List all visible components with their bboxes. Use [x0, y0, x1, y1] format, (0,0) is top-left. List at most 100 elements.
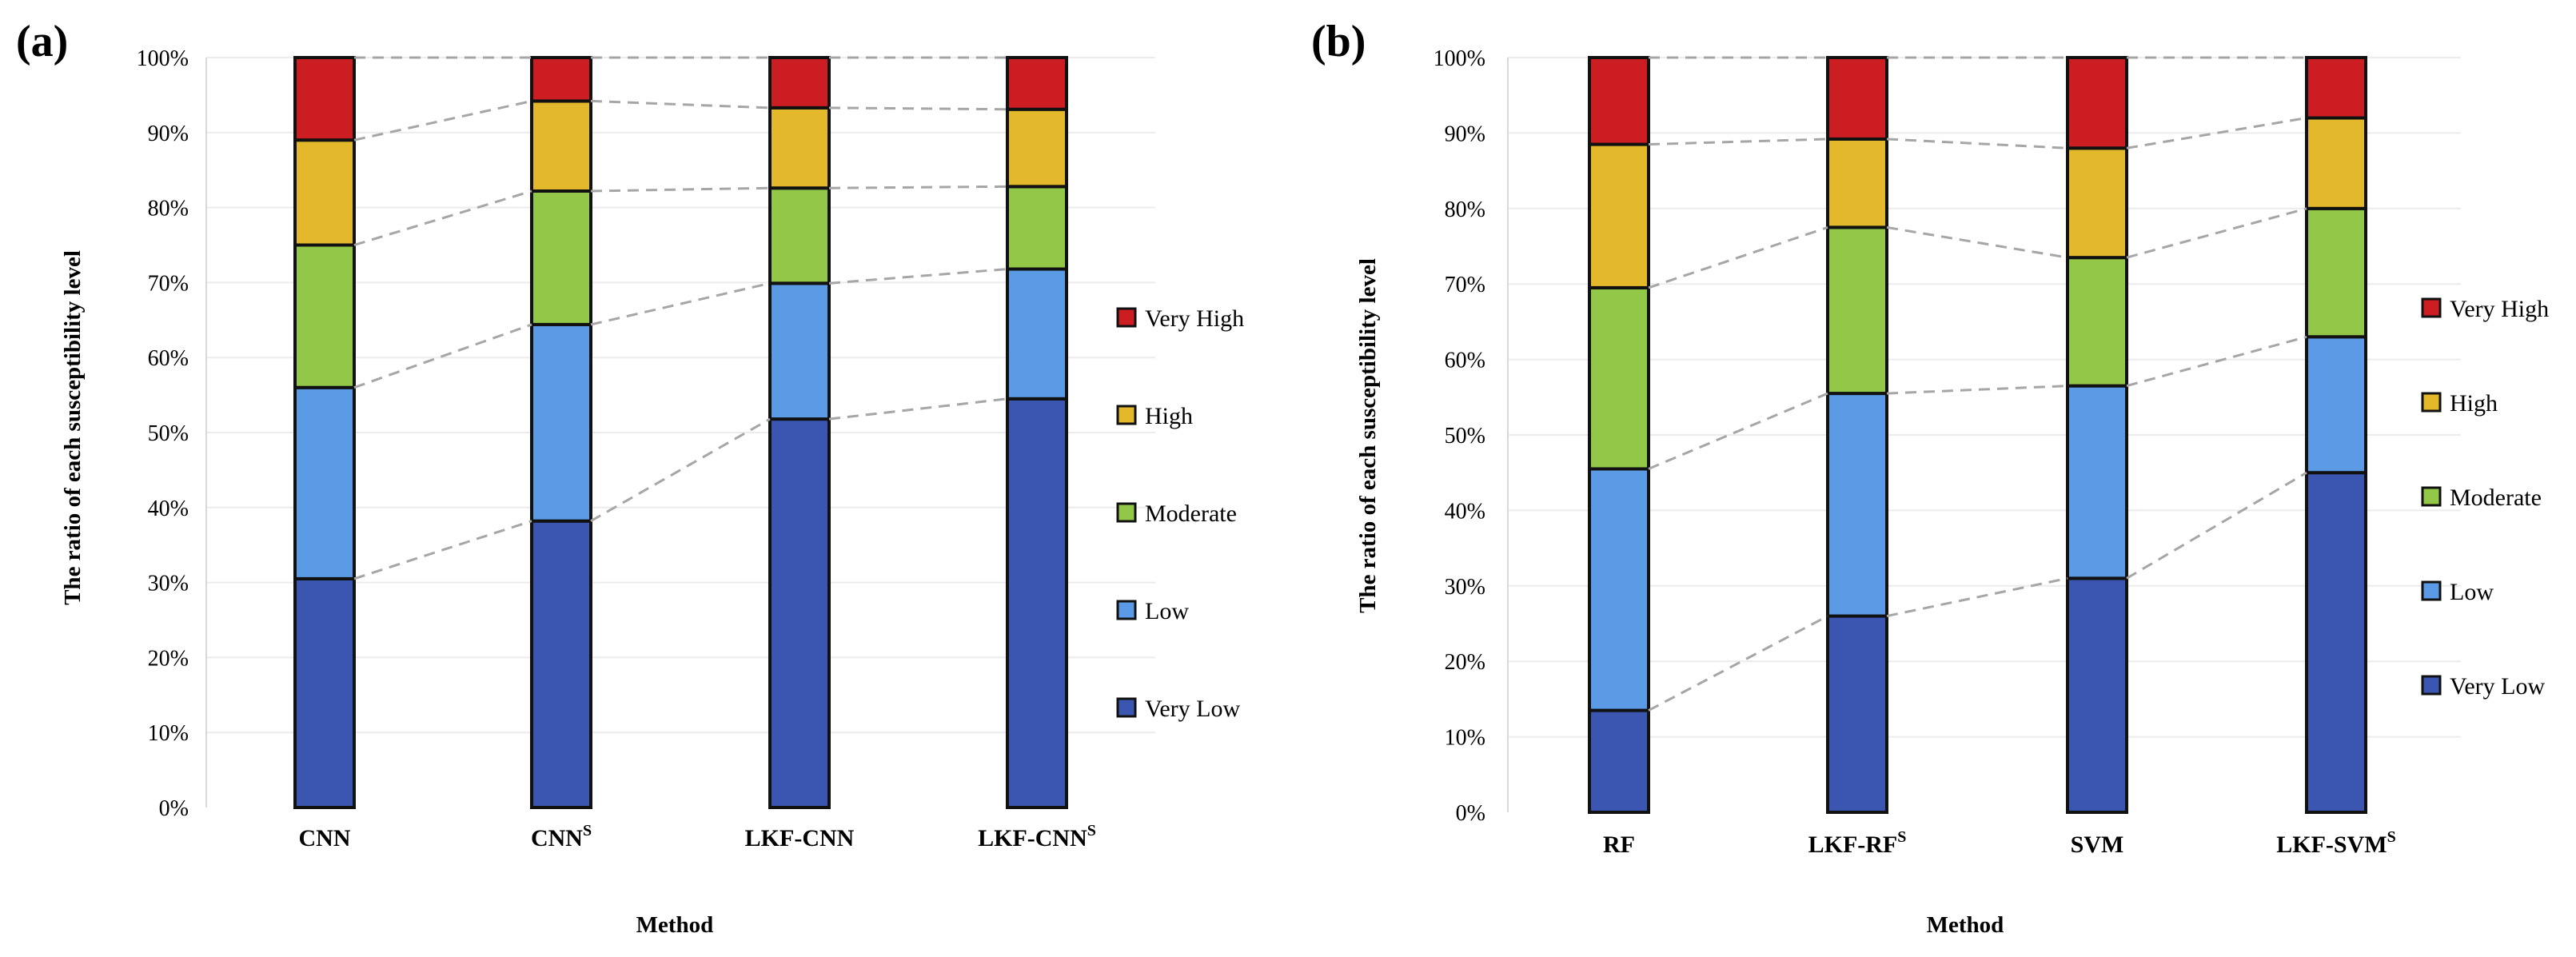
bar-segment-high [1588, 142, 1650, 289]
x-tick-label: LKF-CNN [745, 825, 855, 851]
bar-segment-very-low [768, 417, 831, 810]
legend-label-very-low: Very Low [2450, 673, 2545, 700]
connector-line [590, 281, 771, 326]
connector-line [1886, 225, 2068, 259]
bar-segment-moderate [1006, 185, 1068, 271]
legend-label-low: Low [1145, 598, 1189, 624]
x-tick-label: LKF-SVMS [2276, 828, 2395, 858]
y-tick-label: 40% [1445, 499, 1485, 524]
bar-segment-very-low [2305, 471, 2367, 814]
bar-segment-very-high [530, 56, 592, 103]
legend-label-moderate: Moderate [1145, 500, 1237, 527]
legend-label-high: High [1145, 403, 1193, 429]
x-tick-label: RF [1603, 831, 1635, 858]
y-tick-label: 100% [137, 46, 189, 71]
connector-line [1648, 392, 1828, 470]
connector-line [828, 185, 1008, 189]
bar-segment-high [1006, 107, 1068, 189]
bar-segment-very-low [293, 576, 356, 809]
y-tick-label: 30% [1445, 575, 1485, 600]
legend-label-moderate: Moderate [2450, 484, 2542, 511]
legend-swatch-very-low [2421, 675, 2442, 696]
bar-segment-very-high [1826, 56, 1888, 141]
bar-segment-very-high [768, 56, 831, 110]
bar-segment-moderate [530, 189, 592, 326]
connector-line [590, 99, 771, 110]
bar-segment-low [2305, 335, 2367, 475]
y-tick-label: 80% [1445, 197, 1485, 222]
connector-line [828, 106, 1008, 111]
connector-line [353, 189, 532, 246]
bar-segment-low [768, 281, 831, 421]
bar-segment-low [1826, 392, 1888, 618]
legend-swatch-high [2421, 392, 2442, 413]
legend-swatch-low [1116, 600, 1137, 620]
y-tick-label: 20% [1445, 650, 1485, 675]
connector-line [2126, 335, 2307, 388]
legend-swatch-moderate [2421, 486, 2442, 507]
legend-label-low: Low [2450, 579, 2494, 605]
x-tick-label: SVM [2071, 831, 2124, 858]
y-tick-label: 30% [148, 572, 189, 596]
y-tick-label: 70% [148, 271, 189, 296]
y-tick-label: 0% [1456, 801, 1485, 826]
y-tick-label: 50% [148, 421, 189, 446]
connector-line [1648, 225, 1828, 289]
y-axis-label-b: The ratio of each susceptibility level [1355, 258, 1381, 613]
y-tick-label: 0% [159, 796, 189, 821]
y-tick-label: 70% [1445, 273, 1485, 297]
connector-line [2126, 117, 2307, 150]
legend-label-very-high: Very High [2450, 296, 2549, 322]
bar-segment-moderate [2066, 256, 2128, 388]
connector-line [1886, 385, 2068, 395]
y-tick-label: 20% [148, 646, 189, 671]
legend-swatch-very-low [1116, 697, 1137, 718]
connector-line [590, 417, 771, 522]
y-tick-label: 40% [148, 496, 189, 521]
x-axis-label-a: Method [636, 912, 714, 938]
bar-segment-very-low [530, 519, 592, 810]
legend-swatch-high [1116, 405, 1137, 425]
x-axis-label-b: Method [1927, 912, 2004, 938]
bar-segment-very-high [293, 56, 356, 142]
connector-line [828, 268, 1008, 285]
bar-segment-high [768, 106, 831, 190]
panel-label-b: (b) [1311, 17, 1366, 66]
bar-segment-moderate [293, 243, 356, 389]
y-tick-label: 100% [1434, 46, 1485, 71]
bar-segment-high [530, 99, 592, 193]
panel-a: (a) The ratio of each susceptibility lev… [16, 17, 1244, 938]
connector-line [2126, 471, 2307, 580]
connector-line [353, 520, 532, 580]
legend-swatch-low [2421, 580, 2442, 601]
x-tick-label: CNN [299, 825, 351, 851]
legend-swatch-very-high [1116, 307, 1137, 328]
panel-b: (b) The ratio of each susceptibility lev… [1311, 17, 2549, 938]
y-tick-label: 60% [148, 346, 189, 371]
connector-line [2126, 207, 2307, 259]
connector-line [828, 397, 1008, 421]
y-tick-label: 60% [1445, 349, 1485, 373]
y-axis-label-a: The ratio of each susceptibility level [60, 250, 86, 605]
connector-line [353, 99, 532, 142]
y-tick-label: 10% [148, 721, 189, 746]
bar-segment-high [1826, 137, 1888, 229]
connector-line [1886, 576, 2068, 618]
bar-segment-very-high [1006, 56, 1068, 111]
bar-segment-moderate [1588, 285, 1650, 471]
bar-segment-high [2066, 146, 2128, 260]
bar-segment-very-low [1006, 397, 1068, 809]
bar-segment-moderate [768, 186, 831, 285]
bar-segment-very-low [2066, 576, 2128, 814]
bar-segment-low [1588, 467, 1650, 712]
bar-segment-very-high [2066, 56, 2128, 150]
bar-segment-high [2305, 116, 2367, 210]
y-tick-label: 10% [1445, 726, 1485, 751]
x-tick-label: CNNS [531, 822, 592, 851]
bar-segment-low [530, 322, 592, 523]
y-tick-label: 80% [148, 197, 189, 221]
bar-segment-low [2066, 384, 2128, 580]
connector-line [353, 323, 532, 389]
x-tick-label: LKF-CNNS [978, 822, 1096, 851]
